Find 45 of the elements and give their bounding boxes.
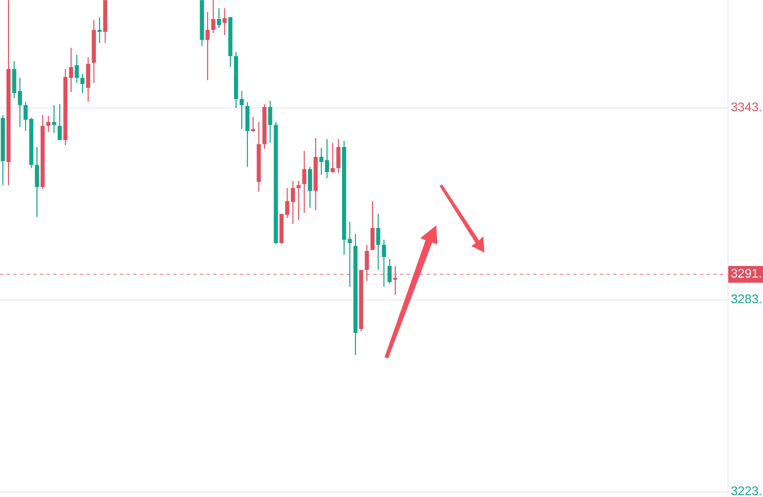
- candlestick: [364, 244, 369, 282]
- candlestick: [376, 214, 380, 270]
- candlestick: [251, 116, 256, 132]
- candlestick: [274, 122, 278, 244]
- candlestick: [302, 150, 306, 213]
- candlestick: [359, 270, 364, 331]
- candlestick: [308, 166, 312, 208]
- candlestick: [92, 20, 96, 84]
- candlestick: [353, 234, 358, 355]
- candlestick: [296, 180, 301, 220]
- candlestick: [52, 105, 56, 133]
- candlestick: [58, 104, 62, 140]
- candlestick: [103, 0, 108, 44]
- candlestick: [268, 100, 272, 143]
- candlestick: [74, 54, 79, 84]
- y-tick-label: 3343.: [731, 102, 761, 112]
- ref-line-label: 3291.: [731, 268, 761, 278]
- candlestick: [0, 115, 5, 186]
- candlestick: [245, 102, 250, 167]
- candlestick: [330, 142, 335, 173]
- candlestick: [370, 201, 375, 250]
- candlestick: [80, 74, 85, 93]
- candlestick: [200, 0, 204, 46]
- candlestick: [256, 122, 261, 192]
- candlestick: [46, 116, 50, 132]
- candlestick: [216, 8, 222, 28]
- candlestick: [234, 52, 238, 108]
- candlestick: [222, 8, 227, 36]
- candlestick: [40, 115, 45, 189]
- candlestick: [388, 258, 392, 284]
- candlestick: [86, 57, 90, 102]
- candlestick: [314, 138, 318, 210]
- candlestick: [228, 17, 232, 68]
- candlestick: [382, 240, 386, 287]
- candlestick: [240, 91, 244, 130]
- candlestick: [336, 139, 340, 173]
- candlestick: [211, 0, 216, 34]
- y-tick-label: 3223.: [731, 486, 761, 496]
- candlestick: [6, 0, 11, 186]
- candlestick: [206, 12, 210, 80]
- candlestick: [262, 104, 267, 149]
- candlestick: [97, 17, 102, 44]
- y-tick-label: 3283.: [731, 294, 761, 304]
- candlestick: [34, 147, 40, 218]
- candlestick: [393, 266, 398, 295]
